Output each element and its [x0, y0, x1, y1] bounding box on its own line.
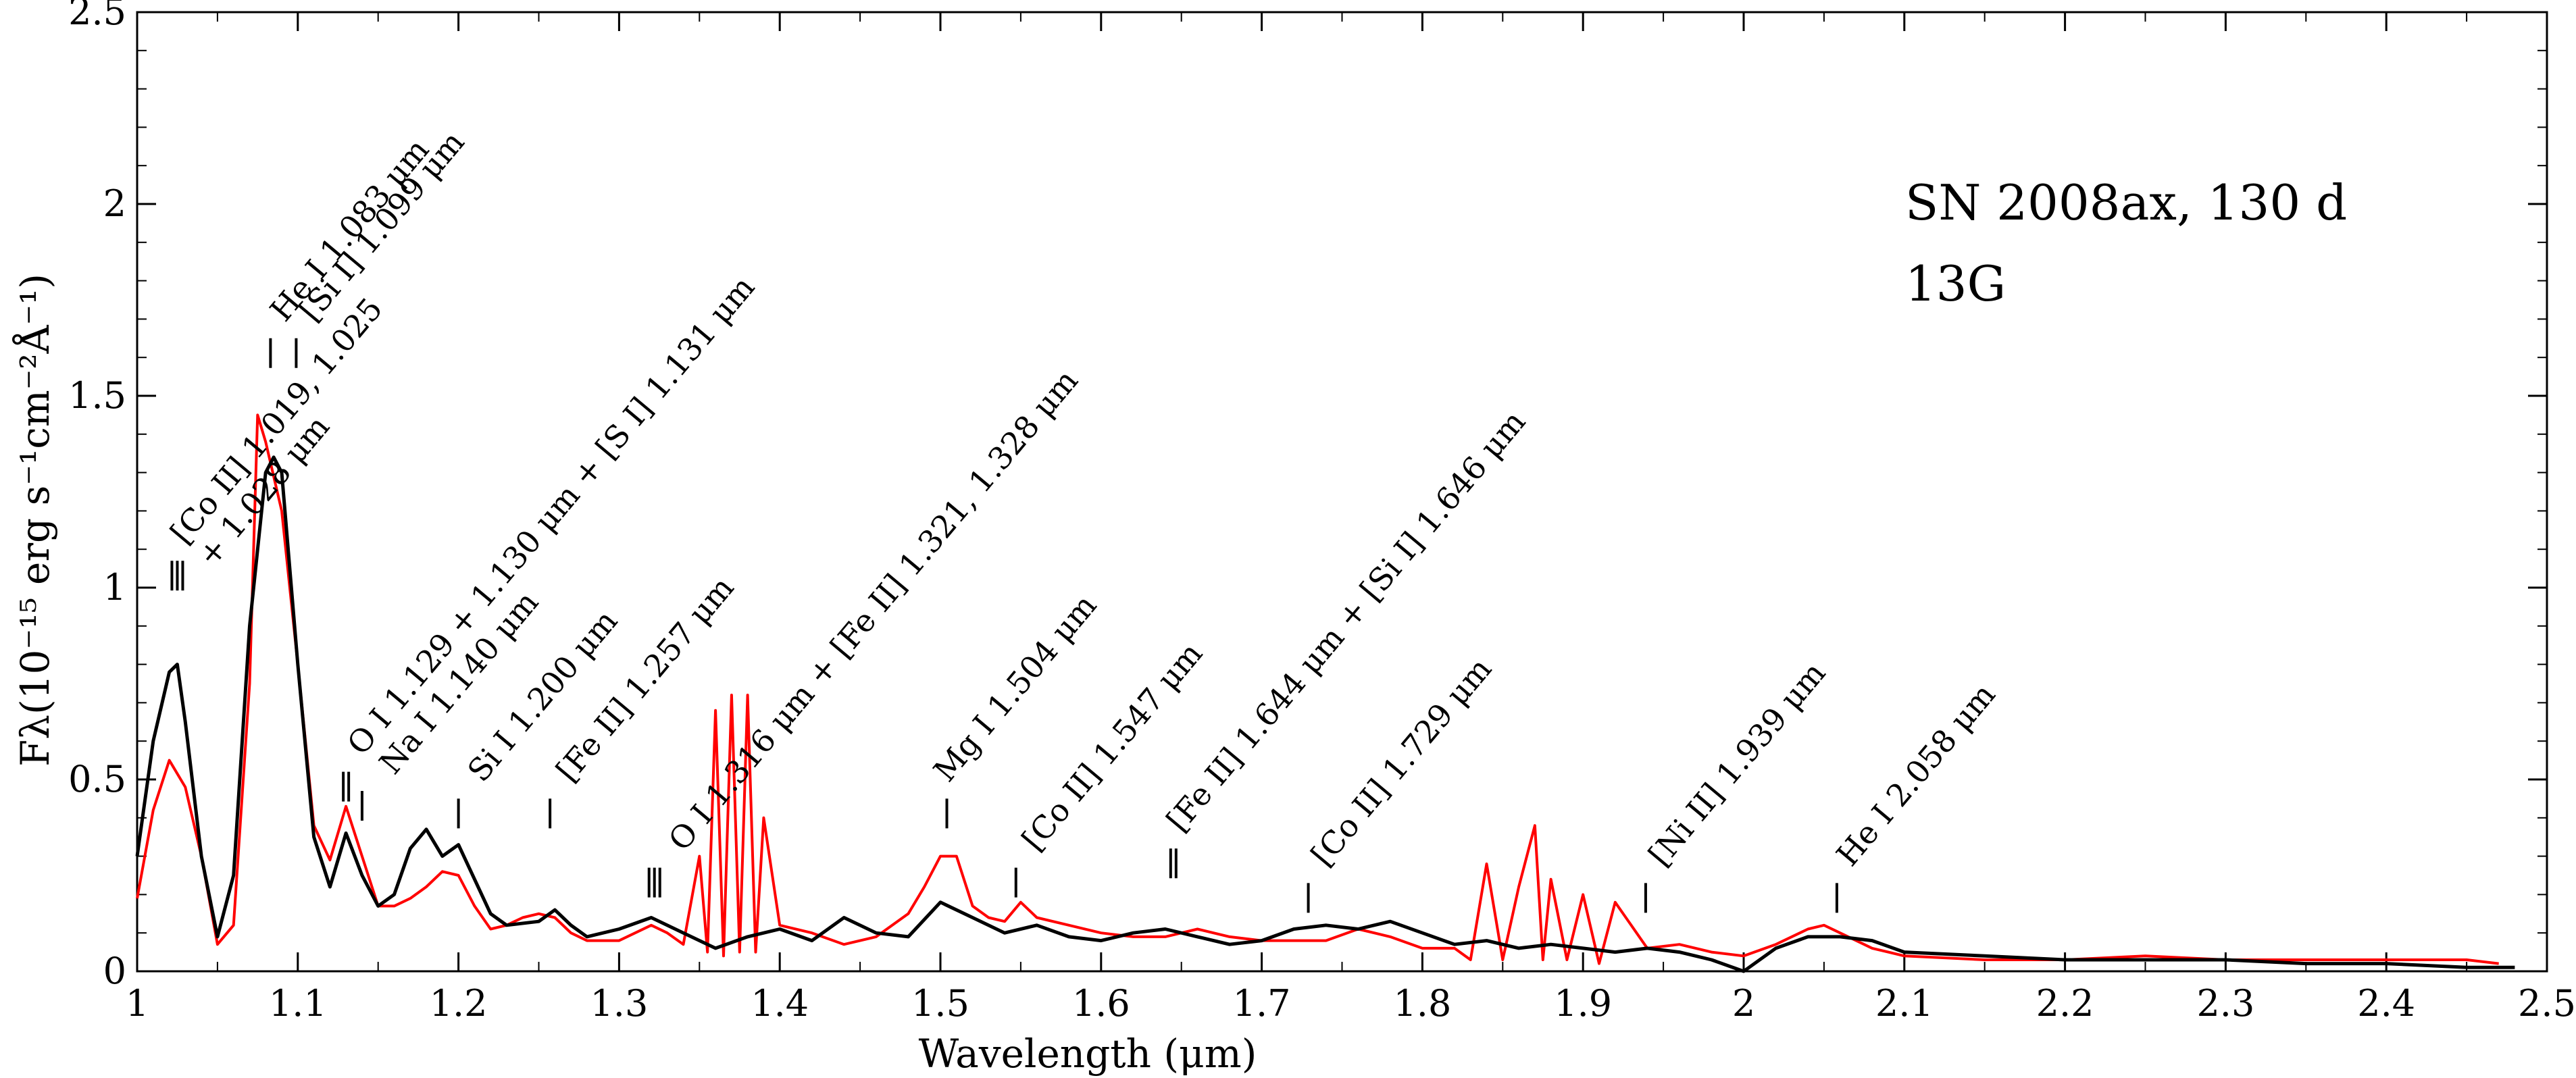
line-id-label: [Si I] 1.099 μm	[292, 124, 472, 328]
x-tick-label: 2.5	[2518, 982, 2576, 1025]
x-tick-label: 2	[1732, 982, 1755, 1025]
x-tick-label: 2.1	[1875, 982, 1934, 1025]
y-tick-label: 0.5	[68, 758, 126, 800]
y-tick-label: 1.5	[68, 374, 126, 417]
x-tick-label: 1.6	[1072, 982, 1130, 1025]
x-tick-label: 1	[126, 982, 149, 1025]
series-lines	[135, 413, 2515, 973]
line-id-label-group: He I 2.058 μm	[1829, 676, 2002, 873]
y-tick-label: 1	[103, 566, 126, 609]
line-id-label: [Ni II] 1.939 μm	[1641, 655, 1832, 873]
line-id-label-group: [Ni II] 1.939 μm	[1641, 655, 1832, 873]
axis-ticks: 1 1.1 1.2 1.3 1.4 1.5 1.6 1.7 1.8 1.9 2 2.1 2.2 2.3 2.…	[68, 0, 2576, 1025]
series-line-13g	[135, 455, 2515, 973]
x-tick-label: 1.2	[430, 982, 488, 1025]
x-tick-label: 1.3	[590, 982, 648, 1025]
y-tick-label: 0	[103, 950, 126, 992]
line-id-label: [Fe II] 1.644 μm + [Si I] 1.646 μm	[1159, 403, 1532, 838]
line-id-label-group: [Co II] 1.019, 1.025+ 1.028 μm	[163, 290, 389, 573]
x-tick-label: 1.9	[1554, 982, 1612, 1025]
series-line-sn2008ax	[136, 413, 2499, 965]
x-tick-label: 2.2	[2036, 982, 2094, 1025]
line-id-label-group: Mg I 1.504 μm	[926, 587, 1103, 788]
line-id-label: [Co II] 1.729 μm	[1304, 650, 1498, 873]
x-tick-label: 2.3	[2196, 982, 2254, 1025]
x-tick-label: 1.4	[751, 982, 809, 1025]
line-id-label-group: [Fe II] 1.644 μm + [Si I] 1.646 μm	[1159, 403, 1532, 838]
x-tick-label: 1.7	[1233, 982, 1291, 1025]
y-tick-label: 2.5	[68, 0, 126, 33]
line-id-label-group: [Co II] 1.729 μm	[1304, 650, 1498, 873]
y-tick-label: 2	[103, 182, 126, 225]
x-tick-label: 2.4	[2357, 982, 2415, 1025]
line-id-label: [Co II] 1.019, 1.025	[163, 290, 389, 550]
x-tick-label: 1.8	[1393, 982, 1451, 1025]
line-id-label-group: He I 1.083 μm	[263, 132, 436, 328]
x-tick-label: 1.5	[911, 982, 969, 1025]
line-id-label-group: [Si I] 1.099 μm	[292, 124, 472, 328]
x-tick-label: 1.1	[269, 982, 327, 1025]
y-axis-label: Fλ(10⁻¹⁵ erg s⁻¹cm⁻²Å⁻¹)	[12, 274, 58, 767]
legend-label-13g: 13G	[1905, 255, 2006, 312]
line-id-label: He I 2.058 μm	[1829, 676, 2002, 873]
line-id-label: Mg I 1.504 μm	[926, 587, 1103, 788]
legend-label-sn2008ax: SN 2008ax, 130 d	[1905, 174, 2347, 231]
x-axis-label: Wavelength (μm)	[919, 1031, 1257, 1077]
line-id-label: He I 1.083 μm	[263, 132, 436, 328]
